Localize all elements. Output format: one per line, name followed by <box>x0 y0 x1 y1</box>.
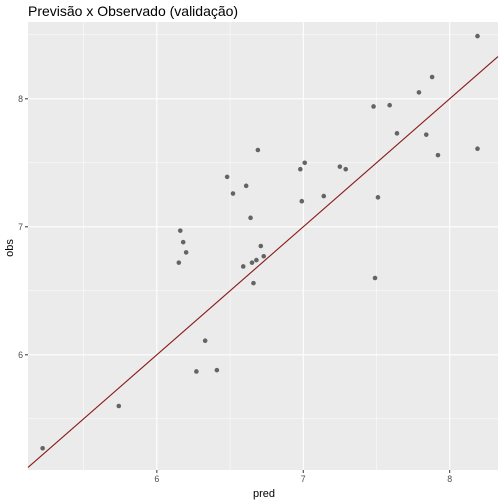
data-point <box>321 193 327 199</box>
data-point <box>261 253 267 259</box>
data-point <box>230 191 236 196</box>
data-point <box>251 280 256 286</box>
minor-gridlines <box>28 22 498 470</box>
reference-line-group <box>27 56 499 468</box>
data-point <box>255 147 261 153</box>
y-axis-ticks: 6 7 8 <box>18 94 28 360</box>
major-gridlines <box>28 22 498 470</box>
data-point <box>372 275 378 281</box>
data-point <box>475 33 480 39</box>
data-point <box>214 367 220 373</box>
data-point <box>375 195 381 200</box>
identity-reference-line <box>27 56 499 468</box>
y-axis-title: obs <box>4 239 16 257</box>
data-point <box>248 215 253 221</box>
data-point <box>416 90 422 95</box>
data-point <box>116 403 122 409</box>
data-point <box>258 243 264 249</box>
data-point <box>394 131 400 136</box>
data-points <box>40 33 480 451</box>
x-axis-title: pred <box>253 488 275 500</box>
data-point <box>254 257 259 263</box>
data-point <box>249 260 255 265</box>
data-point <box>387 102 392 108</box>
data-point <box>224 174 230 180</box>
data-point <box>40 445 45 451</box>
chart-title: Previsão x Observado (validação) <box>28 3 238 19</box>
data-point <box>337 164 343 169</box>
x-tick-label: 6 <box>154 474 159 484</box>
y-tick-label: 8 <box>18 94 23 104</box>
data-point <box>177 228 183 233</box>
data-point <box>194 369 199 374</box>
data-point <box>371 104 376 109</box>
x-axis-ticks: 6 7 8 <box>154 470 452 484</box>
data-point <box>299 198 305 204</box>
data-point <box>343 166 349 172</box>
x-tick-label: 8 <box>447 474 452 484</box>
data-point <box>302 160 308 166</box>
data-point <box>183 250 189 255</box>
data-point <box>202 338 208 344</box>
y-tick-label: 7 <box>18 222 23 232</box>
data-point <box>298 166 303 172</box>
y-tick-label: 6 <box>18 350 23 360</box>
data-point <box>176 260 182 265</box>
data-point <box>180 239 186 245</box>
data-point <box>243 183 249 189</box>
data-point <box>423 132 429 137</box>
x-tick-label: 7 <box>301 474 306 484</box>
data-point <box>240 264 246 269</box>
data-point <box>475 146 480 152</box>
data-point <box>429 74 435 80</box>
data-point <box>435 152 441 158</box>
